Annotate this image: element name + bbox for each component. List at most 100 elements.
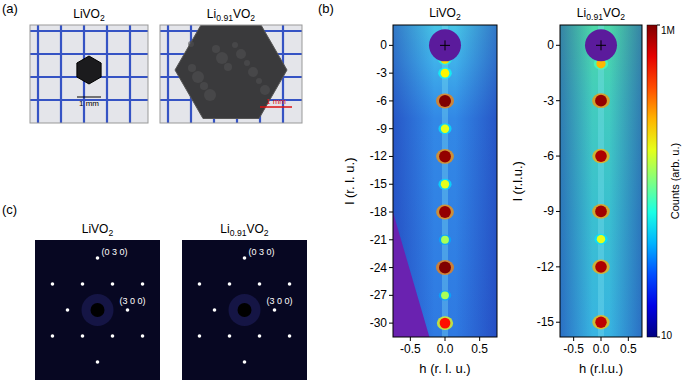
y-tick-label: -30 [370, 316, 388, 330]
formula-part: Li [207, 7, 216, 21]
y-tick [556, 266, 560, 267]
x-tick-label: 0.0 [437, 342, 454, 356]
photo: 1 mm [160, 25, 302, 123]
y-tick-label: -9 [543, 204, 554, 218]
y-tick [389, 73, 393, 74]
pattern-background [35, 240, 160, 380]
peak-halo [592, 315, 609, 329]
crystal-texture [260, 85, 270, 95]
grid-paper-line [129, 25, 131, 123]
scale-bar-label: 1 mm [79, 99, 99, 108]
grid-paper-line [60, 25, 62, 123]
plot-area [560, 25, 642, 337]
laue-spot [126, 308, 130, 312]
spot-label: (3 0 0) [267, 296, 293, 306]
x-axis-label: h (r.l.u.) [579, 361, 623, 376]
formula-part: VO [247, 222, 264, 236]
intensity-background [560, 25, 642, 337]
peak [595, 206, 607, 218]
peak-halo [439, 235, 451, 245]
spot-label: (3 0 0) [120, 296, 146, 306]
photo: 1 mm [30, 25, 148, 123]
peak-halo [592, 260, 609, 275]
colorbar-label: Counts (arb. u.) [669, 143, 681, 219]
y-tick [556, 100, 560, 101]
photo-frame [30, 25, 148, 123]
y-tick-label: -12 [537, 260, 555, 274]
y-tick-label: -6 [376, 94, 387, 108]
x-tick-label: -0.5 [400, 342, 421, 356]
x-tick [445, 337, 446, 341]
peak [440, 318, 451, 329]
y-tick [556, 211, 560, 212]
crystal-texture [200, 82, 208, 90]
formula-part: 2 [264, 228, 269, 238]
formula-part: Li [220, 222, 229, 236]
x-tick [628, 337, 629, 341]
y-tick [389, 295, 393, 296]
shadow-region [393, 212, 429, 337]
formula-title: Li0.91VO2 [220, 222, 268, 238]
colorbar-tick-label: 10 [661, 330, 673, 341]
formula-part: 2 [250, 13, 255, 23]
peak-halo [438, 123, 451, 134]
peak-halo [436, 205, 454, 220]
x-tick-label: 0.5 [471, 342, 488, 356]
laue-spot [273, 308, 277, 312]
grid-paper-line [167, 25, 169, 123]
formula-part: LiVO [73, 7, 100, 21]
beam-hole [91, 303, 105, 317]
rod-streak [598, 25, 604, 337]
panel-label: (c) [2, 202, 17, 217]
x-tick-label: -0.5 [563, 342, 584, 356]
beam-center [601, 40, 602, 50]
beam-hole [238, 303, 252, 317]
laue-spot [198, 282, 202, 286]
y-tick [389, 184, 393, 185]
y-tick [556, 322, 560, 323]
beam-stop [585, 29, 617, 61]
formula-part: 2 [620, 12, 625, 22]
grid-paper-line [37, 25, 39, 123]
formula-title: LiVO2 [429, 6, 461, 22]
crystal-texture [224, 63, 232, 71]
laue-spot [141, 282, 145, 286]
crystal-texture [192, 71, 204, 83]
intensity-background [393, 25, 497, 337]
crystal-texture [244, 60, 250, 66]
beam-center [445, 40, 446, 50]
peak-halo [592, 204, 610, 219]
peak-halo [436, 260, 454, 275]
y-axis-label: l (r.l.u.) [510, 161, 525, 201]
y-tick-label: -6 [543, 149, 554, 163]
laue-spot [258, 334, 262, 338]
y-tick-label: -3 [376, 66, 387, 80]
laue-spot [51, 282, 55, 286]
y-tick-label: 0 [380, 38, 387, 52]
y-tick [389, 239, 393, 240]
peak-halo [437, 316, 453, 330]
peak [441, 291, 449, 299]
formula-part: VO [233, 7, 250, 21]
laue-spot [213, 308, 217, 312]
peak [439, 151, 451, 163]
crystal-texture [256, 78, 262, 84]
formula-part: VO [603, 6, 620, 20]
peak [595, 261, 607, 273]
formula-part: 2 [100, 13, 105, 23]
y-axis-label: l (r. l. u.) [342, 158, 357, 205]
peak-halo [436, 149, 454, 164]
peak-halo [438, 179, 451, 190]
laue-spot [81, 334, 85, 338]
laue-spot [243, 256, 247, 260]
peak [439, 206, 451, 218]
crystal-texture [188, 41, 194, 47]
peak [595, 150, 607, 162]
formula-part: 0.91 [216, 13, 233, 23]
y-tick [389, 267, 393, 268]
formula-part: LiVO [429, 6, 456, 20]
laue-spot [81, 282, 85, 286]
peak-halo [592, 93, 610, 108]
grid-paper-line [30, 30, 148, 32]
y-tick [389, 156, 393, 157]
